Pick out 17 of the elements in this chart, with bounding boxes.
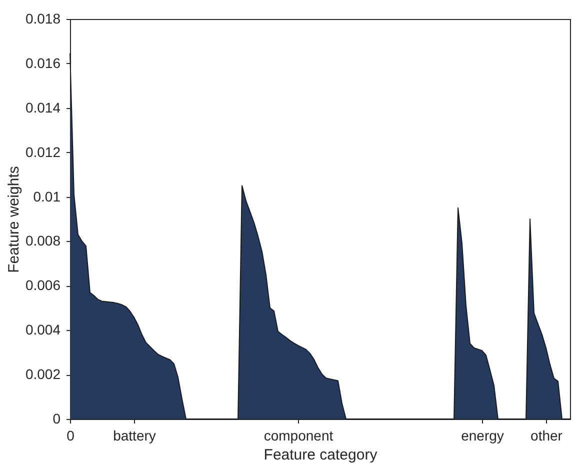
- y-tick-label: 0.002: [25, 366, 61, 382]
- y-tick-label: 0.018: [25, 10, 61, 26]
- y-tick-label: 0.004: [25, 322, 61, 338]
- x-tick-label: component: [264, 428, 334, 444]
- x-tick-label: other: [530, 428, 563, 444]
- y-tick-label: 0.006: [25, 277, 61, 294]
- y-tick-label: 0.016: [25, 54, 61, 71]
- y-tick-label: 0: [52, 410, 61, 426]
- x-tick-label: 0: [66, 428, 75, 444]
- x-tick-label: energy: [461, 428, 504, 444]
- y-tick-label: 0.008: [25, 232, 61, 249]
- y-tick-label: 0.012: [25, 144, 61, 160]
- x-tick-label: battery: [113, 428, 156, 444]
- y-tick-label: 0.014: [25, 99, 61, 116]
- y-axis-title: Feature weights: [5, 166, 22, 273]
- y-tick-label: 0.01: [33, 188, 61, 204]
- x-axis-title: Feature category: [264, 446, 378, 464]
